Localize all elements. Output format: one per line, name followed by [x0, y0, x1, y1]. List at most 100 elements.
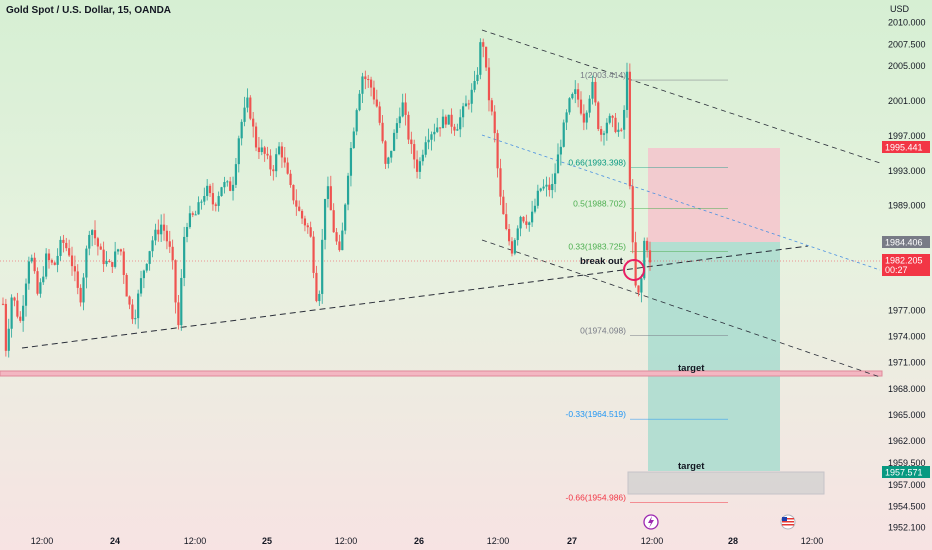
candle-body [585, 112, 588, 123]
candle-body [571, 93, 574, 99]
x-tick-label: 24 [110, 536, 120, 546]
candle-body [415, 159, 419, 172]
fib-level-label: 0.5(1988.702) [573, 198, 626, 208]
fib-level-label: -0.66(1954.986) [566, 492, 627, 502]
candle-body [185, 227, 189, 237]
candle-body [349, 147, 353, 176]
candle-body [525, 221, 528, 225]
channel-upper-line [481, 29, 881, 164]
fib-level-label: 1(2003.414) [580, 70, 626, 80]
y-tick-label: 1993.000 [888, 166, 926, 176]
candle-body [62, 239, 65, 243]
candle-body [444, 116, 447, 125]
candle-body [148, 251, 151, 264]
candle-body [266, 153, 269, 156]
candle-body [548, 184, 551, 191]
candle-body [53, 262, 56, 265]
candle-body [194, 214, 197, 216]
lightning-icon[interactable] [643, 514, 659, 530]
candle-body [453, 126, 456, 131]
candle-body [131, 304, 134, 320]
candle-body [99, 246, 102, 250]
candle-body [384, 141, 387, 164]
candle-body [562, 122, 565, 147]
y-tick-label: 1968.000 [888, 384, 926, 394]
candle-body [19, 316, 22, 321]
candle-body [295, 200, 298, 207]
candle-body [208, 185, 212, 194]
candle-body [1, 303, 5, 305]
candle-body [154, 229, 157, 241]
candle-body [591, 81, 594, 99]
candle-body [36, 271, 39, 294]
candle-body [554, 173, 557, 184]
candle-body [577, 89, 580, 100]
candle-body [286, 162, 289, 174]
candle-body [507, 229, 511, 242]
candle-body [542, 186, 545, 189]
svg-text:1995.441: 1995.441 [885, 143, 923, 153]
svg-text:1957.571: 1957.571 [885, 468, 923, 478]
candles [1, 38, 652, 358]
candle-body [404, 102, 407, 115]
candle-body [361, 76, 364, 94]
candle-body [364, 76, 367, 80]
candle-body [13, 297, 16, 301]
candle-body [605, 122, 608, 134]
candle-body [381, 122, 384, 142]
candle-body [335, 232, 338, 242]
candle-body [401, 102, 404, 117]
y-tick-label: 1971.000 [888, 358, 926, 368]
candle-body [39, 282, 42, 294]
candle-body [600, 129, 603, 135]
candle-body [171, 246, 174, 261]
candle-body [505, 214, 508, 230]
candle-body [482, 42, 485, 47]
y-tick-label: 1959.500 [888, 458, 926, 468]
lower-uptrend-line [21, 245, 809, 349]
breakout-circle [623, 259, 645, 281]
candle-body [206, 185, 209, 197]
candle-body [312, 236, 315, 273]
candle-body [496, 133, 499, 169]
candle-body [249, 97, 252, 119]
candle-body [306, 225, 309, 228]
candle-body [473, 80, 476, 90]
candle-body [102, 249, 105, 265]
x-tick-label: 28 [728, 536, 738, 546]
candle-body [139, 278, 143, 294]
candle-body [597, 102, 600, 130]
candle-body [476, 74, 479, 81]
y-tick-label: 1962.000 [888, 436, 926, 446]
candle-body [551, 183, 554, 191]
candle-body [191, 213, 194, 215]
candle-body [180, 277, 183, 326]
candle-body [42, 276, 45, 283]
us-flag-icon[interactable] [780, 514, 796, 530]
candle-body [22, 305, 25, 321]
candle-body [231, 184, 235, 191]
x-axis[interactable]: 12:00 24 12:00 25 12:00 26 12:00 27 12:00 28 12:00 [31, 536, 824, 546]
candle-body [620, 129, 623, 131]
candle-body [326, 186, 330, 199]
candle-body [421, 154, 424, 162]
svg-text:1982.205: 1982.205 [885, 256, 923, 266]
candle-body [280, 146, 284, 158]
y-tick-label: 2007.500 [888, 39, 926, 49]
candle-body [321, 239, 324, 294]
candle-body [338, 241, 341, 251]
y-tick-label: 1965.000 [888, 410, 926, 420]
candle-body [441, 116, 445, 129]
candle-body [648, 250, 652, 263]
chart-title: Gold Spot / U.S. Dollar, 15, OANDA [6, 5, 172, 16]
candle-body [602, 133, 606, 135]
candle-body [438, 127, 442, 129]
candle-body [611, 115, 614, 118]
candle-body [145, 263, 148, 271]
candle-body [122, 251, 125, 275]
candle-body [346, 175, 350, 205]
candle-body [125, 274, 128, 297]
candle-body [358, 93, 361, 111]
candle-body [628, 71, 631, 187]
